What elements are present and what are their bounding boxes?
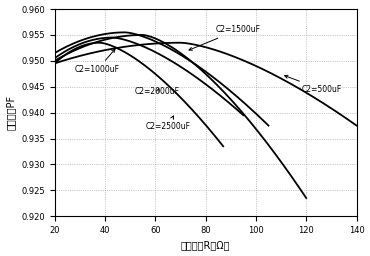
Text: C2=2500uF: C2=2500uF [145, 116, 190, 131]
Text: C2=1000uF: C2=1000uF [75, 49, 120, 74]
Y-axis label: 功率因数PF: 功率因数PF [6, 95, 16, 130]
Text: C2=1500uF: C2=1500uF [189, 25, 260, 50]
Text: C2=2000uF: C2=2000uF [135, 88, 180, 97]
X-axis label: 负载电阵R（Ω）: 负载电阵R（Ω） [181, 240, 231, 250]
Text: C2=500uF: C2=500uF [285, 75, 342, 94]
